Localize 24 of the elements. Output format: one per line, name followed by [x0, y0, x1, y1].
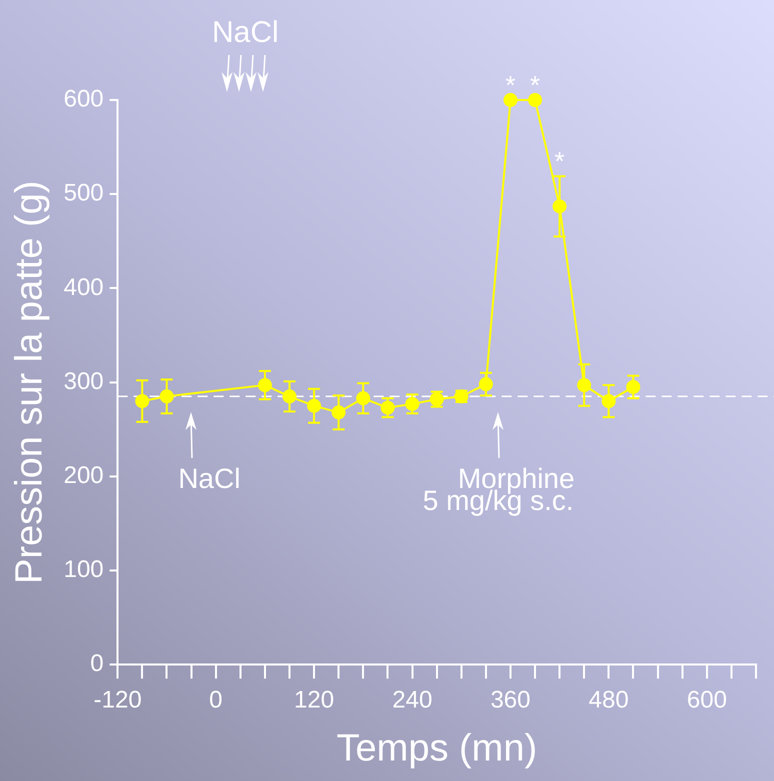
annotation: Morphine 5 mg/kg s.c. — [422, 463, 575, 516]
y-tick-label: 300 — [64, 368, 104, 395]
annotation: * — [505, 70, 516, 100]
x-tick-label: 360 — [490, 686, 530, 714]
annotation: * — [554, 146, 565, 176]
annotation: * — [530, 70, 540, 100]
y-tick-label: 100 — [64, 556, 104, 584]
y-tick-label: 600 — [64, 86, 104, 113]
text: NaCl — [212, 16, 279, 49]
x-tick-label: -120 — [94, 686, 142, 714]
x-axis-title: Temps (mn) — [336, 728, 538, 770]
x-tick-label: 240 — [392, 686, 432, 714]
y-tick-label: 400 — [64, 274, 104, 301]
x-tick-label: 600 — [686, 686, 727, 714]
point — [503, 93, 518, 107]
annotation: NaCl — [178, 463, 240, 494]
y-tick-label: 0 — [90, 650, 104, 678]
y-tick-label: 500 — [64, 180, 104, 207]
x-tick-label: 480 — [588, 686, 629, 714]
x-tick-label: 0 — [209, 686, 223, 714]
y-tick-label: 200 — [64, 462, 104, 490]
y-axis-title: Pression sur la patte (g) — [8, 180, 50, 584]
x-tick-label: 120 — [294, 686, 334, 714]
point — [528, 93, 542, 107]
